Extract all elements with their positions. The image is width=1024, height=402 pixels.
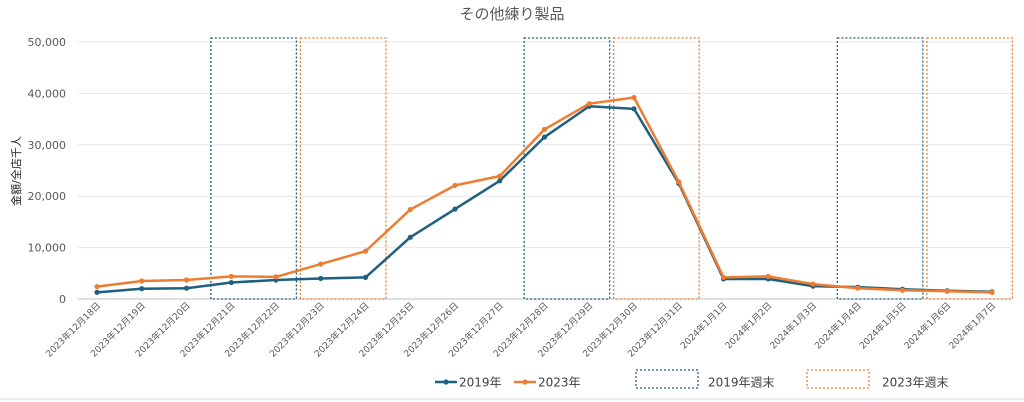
legend-marker	[522, 379, 528, 385]
legend-label: 2019年週末	[708, 376, 775, 390]
data-point	[586, 101, 592, 107]
data-point	[631, 106, 637, 112]
gridlines	[78, 41, 1010, 300]
data-point	[362, 274, 369, 281]
data-point	[318, 261, 324, 267]
data-point	[765, 273, 771, 279]
weekend-box	[299, 37, 387, 300]
series-lines	[94, 94, 995, 295]
weekend-box	[210, 37, 298, 300]
data-point	[855, 285, 861, 291]
data-point	[541, 126, 548, 132]
legend-box-swatch	[806, 369, 870, 389]
legend-box-swatch	[635, 369, 699, 389]
data-point	[183, 277, 190, 283]
data-point	[228, 279, 234, 286]
y-tick-labels: 0 10,000 20,000 30,000 40,000 50,000	[28, 36, 67, 306]
x-tick-label: 2024年1月3日	[767, 300, 819, 352]
data-point	[183, 285, 190, 291]
y-tick-label: 20,000	[28, 190, 67, 203]
data-point	[228, 273, 234, 279]
data-point	[810, 281, 816, 287]
data-point	[944, 288, 950, 294]
data-point	[139, 278, 145, 284]
legend-marker	[443, 379, 449, 385]
y-axis-label: 金額/全店千人	[9, 136, 23, 206]
x-tick-label: 2024年1月5日	[857, 300, 909, 352]
y-tick-label: 40,000	[28, 87, 67, 100]
data-point	[452, 206, 458, 212]
y-tick-label: 0	[59, 293, 66, 306]
weekend-box	[523, 37, 611, 300]
data-point	[139, 286, 145, 292]
data-point	[407, 206, 413, 213]
data-point	[676, 179, 682, 185]
data-point	[541, 134, 548, 140]
legend-label: 2019年	[459, 376, 502, 390]
chart-title: その他練り製品	[459, 5, 564, 23]
data-point	[497, 173, 503, 179]
x-tick-label: 2024年1月7日	[946, 300, 998, 352]
data-point	[497, 178, 503, 184]
data-point	[94, 284, 100, 290]
x-tick-labels: 2023年12月18日2023年12月19日2023年12月20日2023年12…	[43, 300, 998, 360]
data-point	[899, 287, 906, 293]
series-line	[96, 96, 993, 294]
data-point	[720, 274, 727, 281]
y-tick-label: 10,000	[28, 242, 67, 255]
data-point	[407, 234, 413, 240]
x-tick-label: 2024年1月6日	[901, 300, 953, 352]
data-point	[452, 182, 458, 189]
legend: 2019年 2023年 2019年週末 2023年週末	[435, 369, 949, 390]
series-line	[96, 105, 993, 294]
data-point	[318, 275, 324, 282]
weekend-boxes	[210, 37, 1014, 300]
data-point	[989, 289, 995, 295]
data-point	[362, 248, 369, 254]
weekend-box	[926, 37, 1014, 300]
data-point	[631, 94, 637, 101]
weekend-box	[836, 37, 924, 300]
x-tick-label: 2024年1月1日	[678, 300, 730, 352]
legend-label: 2023年週末	[882, 376, 949, 390]
weekend-box	[612, 37, 700, 300]
y-tick-label: 30,000	[28, 139, 67, 152]
legend-label: 2023年	[538, 376, 581, 390]
y-tick-label: 50,000	[28, 36, 67, 49]
x-tick-label: 2024年1月4日	[812, 300, 864, 352]
data-point	[273, 274, 279, 280]
data-point	[94, 289, 100, 295]
x-tick-label: 2024年1月2日	[722, 300, 774, 352]
